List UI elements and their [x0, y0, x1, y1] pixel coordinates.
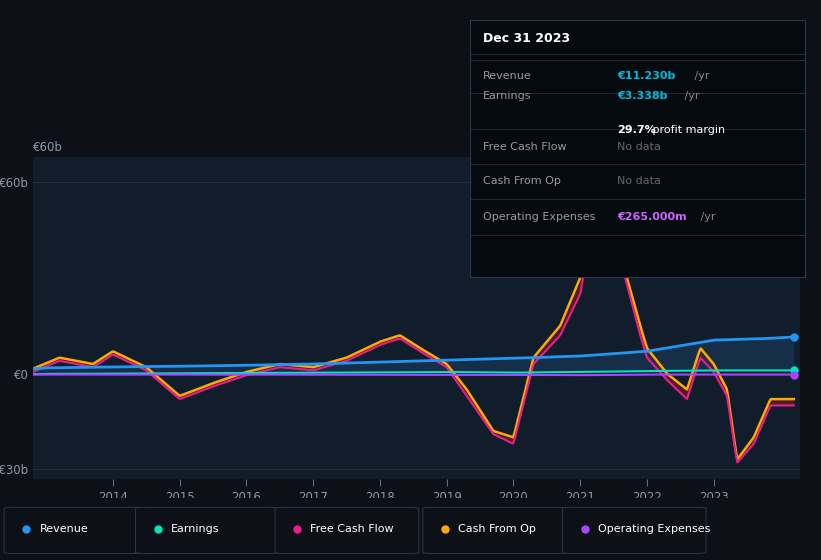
FancyBboxPatch shape [275, 507, 419, 553]
FancyBboxPatch shape [4, 507, 148, 553]
Text: Revenue: Revenue [483, 71, 532, 81]
Text: Dec 31 2023: Dec 31 2023 [483, 32, 570, 45]
Text: €265.000m: €265.000m [617, 212, 686, 222]
Text: Operating Expenses: Operating Expenses [598, 524, 710, 534]
Text: No data: No data [617, 142, 661, 152]
Text: Free Cash Flow: Free Cash Flow [310, 524, 394, 534]
Text: 29.7%: 29.7% [617, 125, 656, 136]
Text: /yr: /yr [681, 91, 699, 101]
Text: €60b: €60b [33, 141, 62, 154]
Text: profit margin: profit margin [649, 125, 725, 136]
FancyBboxPatch shape [135, 507, 279, 553]
Text: Revenue: Revenue [39, 524, 88, 534]
Text: No data: No data [617, 176, 661, 185]
FancyBboxPatch shape [562, 507, 706, 553]
Text: Cash From Op: Cash From Op [483, 176, 561, 185]
Text: Earnings: Earnings [483, 91, 531, 101]
FancyBboxPatch shape [423, 507, 566, 553]
Text: Cash From Op: Cash From Op [458, 524, 536, 534]
Text: Free Cash Flow: Free Cash Flow [483, 142, 566, 152]
Text: Earnings: Earnings [171, 524, 219, 534]
Text: /yr: /yr [690, 71, 709, 81]
Text: /yr: /yr [697, 212, 716, 222]
Text: €3.338b: €3.338b [617, 91, 667, 101]
Text: €11.230b: €11.230b [617, 71, 676, 81]
Text: Operating Expenses: Operating Expenses [483, 212, 595, 222]
